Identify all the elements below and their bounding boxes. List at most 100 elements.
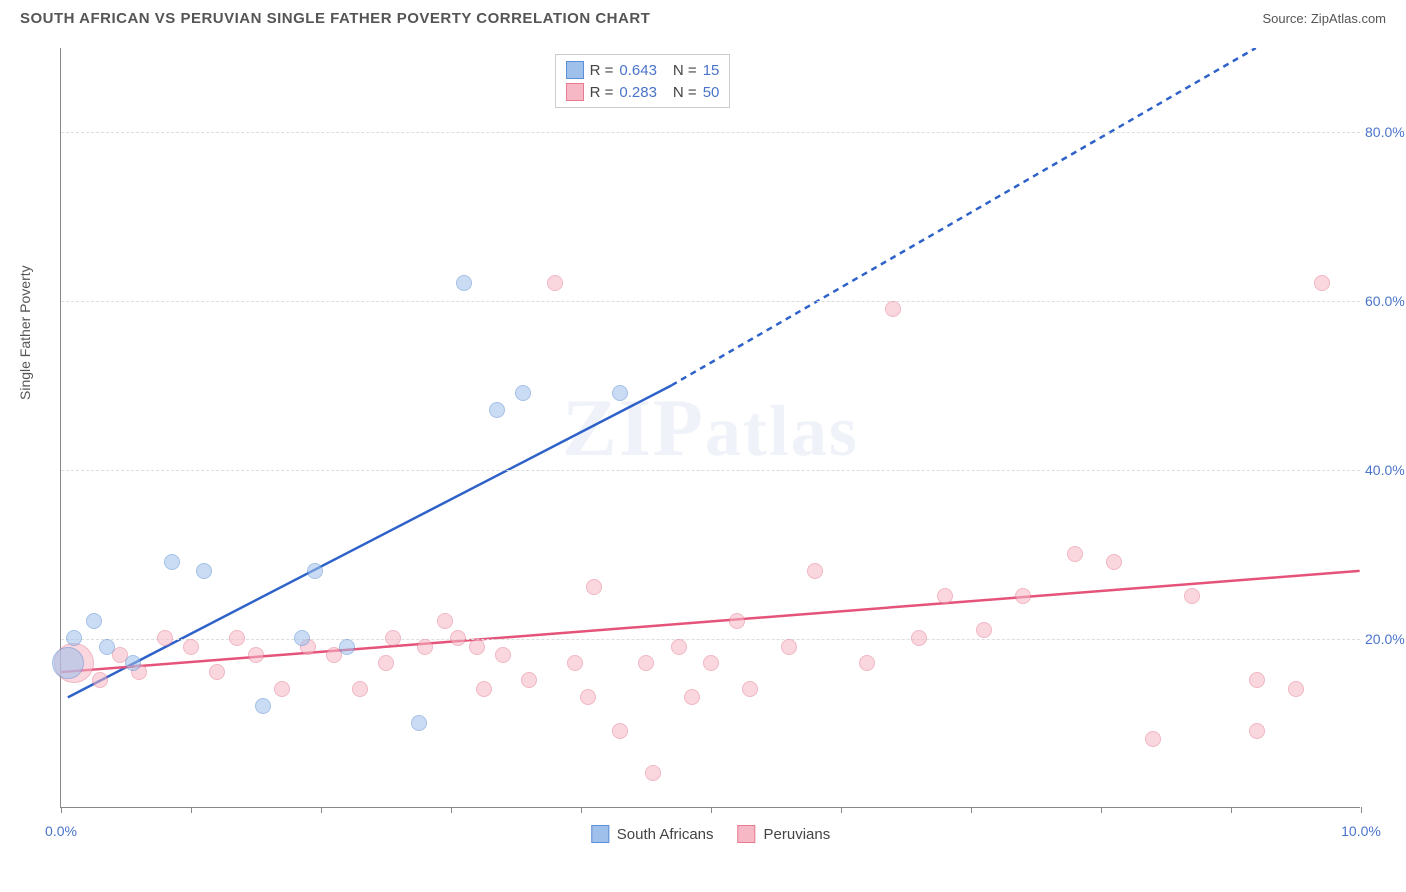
- data-point: [248, 647, 264, 663]
- data-point: [99, 639, 115, 655]
- data-point: [469, 639, 485, 655]
- legend-item: South Africans: [591, 825, 714, 843]
- header: SOUTH AFRICAN VS PERUVIAN SINGLE FATHER …: [0, 0, 1406, 33]
- y-tick-label: 60.0%: [1365, 293, 1406, 309]
- x-tick-label: 10.0%: [1341, 823, 1381, 839]
- watermark: ZIPatlas: [562, 381, 859, 475]
- data-point: [729, 613, 745, 629]
- data-point: [1106, 554, 1122, 570]
- data-point: [547, 275, 563, 291]
- x-tick-label: 0.0%: [45, 823, 77, 839]
- data-point: [411, 715, 427, 731]
- data-point: [1015, 588, 1031, 604]
- legend-label: South Africans: [617, 826, 714, 843]
- data-point: [125, 655, 141, 671]
- data-point: [164, 554, 180, 570]
- data-point: [255, 698, 271, 714]
- legend-swatch: [591, 825, 609, 843]
- gridline-h: [61, 301, 1360, 302]
- data-point: [612, 723, 628, 739]
- data-point: [703, 655, 719, 671]
- legend-stats: R = 0.643 N = 15 R = 0.283 N = 50: [555, 54, 731, 108]
- stat-n-label: N =: [673, 84, 697, 101]
- stat-r-value: 0.643: [619, 62, 657, 79]
- chart-plot-area: ZIPatlas R =0.643N =15R =0.283N =50 Sout…: [60, 48, 1360, 808]
- data-point: [92, 672, 108, 688]
- data-point: [437, 613, 453, 629]
- legend-stats-row: R = 0.643 N = 15: [566, 59, 720, 81]
- x-tick-mark: [61, 807, 62, 813]
- data-point: [183, 639, 199, 655]
- data-point: [612, 385, 628, 401]
- data-point: [209, 664, 225, 680]
- y-tick-label: 40.0%: [1365, 462, 1406, 478]
- data-point: [807, 563, 823, 579]
- x-tick-mark: [1231, 807, 1232, 813]
- legend-item: Peruvians: [738, 825, 831, 843]
- data-point: [307, 563, 323, 579]
- data-point: [378, 655, 394, 671]
- data-point: [671, 639, 687, 655]
- x-tick-mark: [1361, 807, 1362, 813]
- stat-r-label: R =: [590, 84, 614, 101]
- data-point: [521, 672, 537, 688]
- x-tick-mark: [711, 807, 712, 813]
- data-point: [229, 630, 245, 646]
- x-tick-mark: [1101, 807, 1102, 813]
- stat-n-label: N =: [673, 62, 697, 79]
- data-point: [489, 402, 505, 418]
- data-point: [294, 630, 310, 646]
- data-point: [580, 689, 596, 705]
- legend-swatch: [566, 83, 584, 101]
- data-point: [450, 630, 466, 646]
- x-tick-mark: [841, 807, 842, 813]
- data-point: [586, 579, 602, 595]
- data-point: [1249, 723, 1265, 739]
- data-point: [911, 630, 927, 646]
- x-tick-mark: [581, 807, 582, 813]
- gridline-h: [61, 132, 1360, 133]
- data-point: [742, 681, 758, 697]
- data-point: [567, 655, 583, 671]
- data-point: [1145, 731, 1161, 747]
- data-point: [1249, 672, 1265, 688]
- data-point: [274, 681, 290, 697]
- stat-n-value: 50: [703, 84, 720, 101]
- stat-r-label: R =: [590, 62, 614, 79]
- data-point: [645, 765, 661, 781]
- y-axis-label: Single Father Poverty: [17, 265, 33, 400]
- legend-stats-row: R = 0.283 N = 50: [566, 81, 720, 103]
- data-point: [638, 655, 654, 671]
- data-point: [417, 639, 433, 655]
- data-point: [157, 630, 173, 646]
- y-tick-label: 20.0%: [1365, 631, 1406, 647]
- data-point: [976, 622, 992, 638]
- data-point: [1067, 546, 1083, 562]
- stat-r-value: 0.283: [619, 84, 657, 101]
- data-point: [196, 563, 212, 579]
- data-point: [339, 639, 355, 655]
- source-label: Source: ZipAtlas.com: [1262, 11, 1386, 26]
- legend-swatch: [738, 825, 756, 843]
- data-point: [515, 385, 531, 401]
- data-point: [885, 301, 901, 317]
- x-tick-mark: [321, 807, 322, 813]
- x-tick-mark: [451, 807, 452, 813]
- legend-label: Peruvians: [764, 826, 831, 843]
- x-tick-mark: [971, 807, 972, 813]
- data-point: [1314, 275, 1330, 291]
- trend-lines-svg: [61, 48, 1360, 807]
- y-tick-label: 80.0%: [1365, 124, 1406, 140]
- stat-n-value: 15: [703, 62, 720, 79]
- data-point: [495, 647, 511, 663]
- x-tick-mark: [191, 807, 192, 813]
- data-point: [684, 689, 700, 705]
- legend-bottom: South Africans Peruvians: [591, 825, 830, 843]
- data-point: [476, 681, 492, 697]
- gridline-h: [61, 639, 1360, 640]
- data-point: [52, 647, 84, 679]
- legend-swatch: [566, 61, 584, 79]
- data-point: [1288, 681, 1304, 697]
- data-point: [456, 275, 472, 291]
- data-point: [86, 613, 102, 629]
